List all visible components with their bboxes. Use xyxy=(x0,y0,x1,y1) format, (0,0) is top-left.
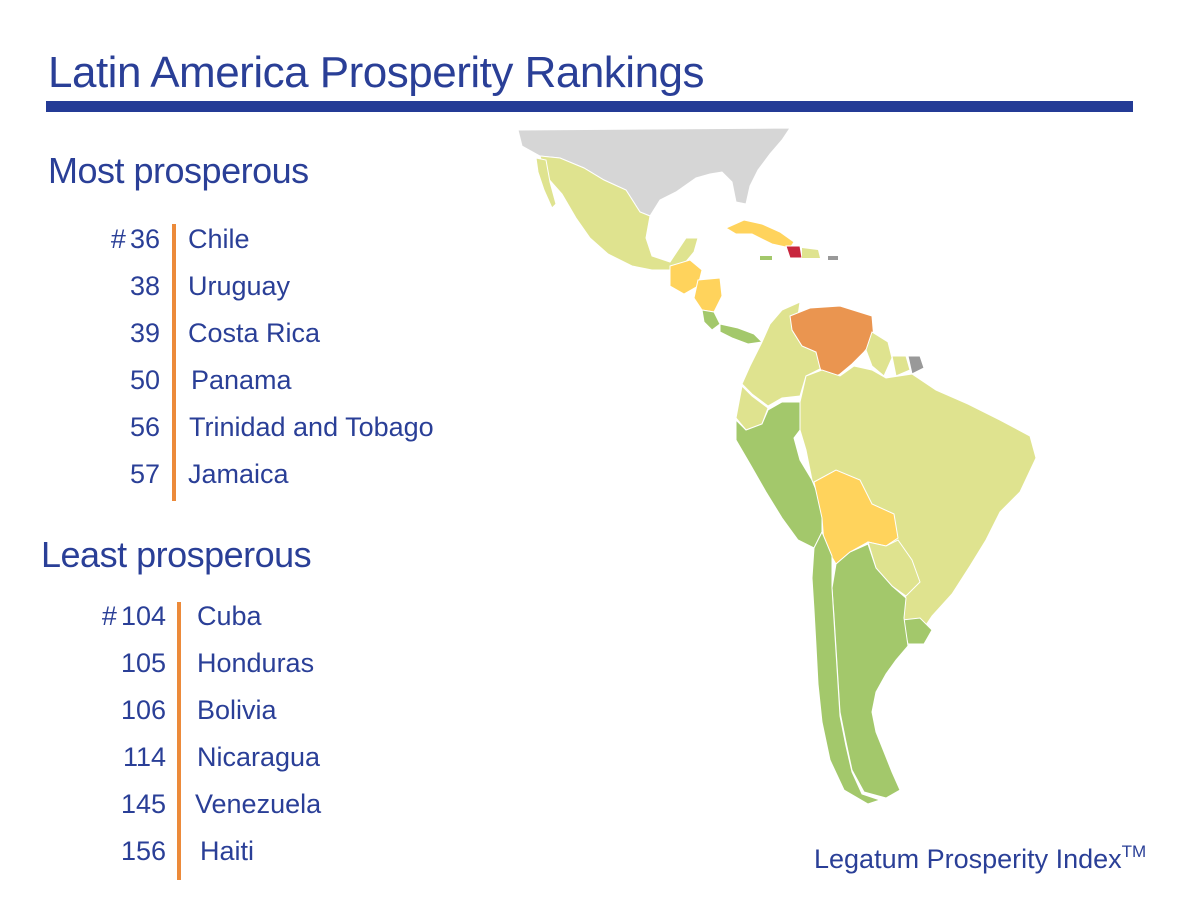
map-region-dominican-republic xyxy=(802,248,820,258)
country-name: Haiti xyxy=(200,836,255,866)
map-region-puerto-rico xyxy=(828,256,838,260)
footer-brand: Legatum Prosperity Index xyxy=(814,844,1122,874)
country-name: Venezuela xyxy=(195,789,322,819)
rank-value: 38 xyxy=(129,271,160,301)
rank-value: 145 xyxy=(120,789,166,819)
most-list-divider xyxy=(172,224,176,501)
map-region-costa-rica xyxy=(701,309,721,331)
country-name: Chile xyxy=(188,224,250,254)
country-name: Panama xyxy=(191,365,292,395)
rank-value: 56 xyxy=(129,412,160,442)
country-name: Honduras xyxy=(197,648,315,678)
rank-value: 50 xyxy=(129,365,160,395)
rank-value: 105 xyxy=(120,648,166,678)
rank-value: 57 xyxy=(129,459,160,489)
map-region-mexico xyxy=(539,155,699,271)
map-region-guyana xyxy=(865,331,893,377)
rank-value: #104 xyxy=(101,601,166,631)
country-name: Jamaica xyxy=(188,459,289,489)
map-region-venezuela xyxy=(789,305,875,383)
rank-value: 39 xyxy=(129,318,160,348)
rank-value: 156 xyxy=(120,836,166,866)
country-name: Nicaragua xyxy=(197,742,321,772)
map-region-baja xyxy=(535,157,557,209)
country-name: Uruguay xyxy=(188,271,291,301)
map-region-suriname xyxy=(891,355,911,377)
rank-value: #36 xyxy=(110,224,160,254)
country-name: Trinidad and Tobago xyxy=(189,412,434,442)
map-region-cuba xyxy=(724,219,795,249)
map-region-haiti xyxy=(785,245,803,259)
most-prosperous-heading: Most prosperous xyxy=(48,150,309,191)
country-name: Bolivia xyxy=(197,695,277,725)
legatum-brand: Legatum Prosperity IndexTM xyxy=(814,842,1147,875)
map-region-jamaica xyxy=(760,256,772,260)
rank-value: 106 xyxy=(120,695,166,725)
map-region-nicaragua xyxy=(693,277,723,313)
country-name: Cuba xyxy=(197,601,262,631)
rank-value: 114 xyxy=(122,742,166,772)
rank-prefix: # xyxy=(110,224,126,254)
latin-america-map xyxy=(517,127,1037,805)
page-title: Latin America Prosperity Rankings xyxy=(48,48,705,97)
least-list-divider xyxy=(177,602,181,880)
title-underline xyxy=(46,101,1133,112)
trademark-mark: TM xyxy=(1121,842,1147,861)
rank-prefix: # xyxy=(101,601,117,631)
map-region-french-guiana xyxy=(907,355,925,375)
country-name: Costa Rica xyxy=(188,318,321,348)
map-region-chile xyxy=(811,530,882,805)
least-prosperous-heading: Least prosperous xyxy=(41,534,312,575)
map-region-panama xyxy=(719,323,764,345)
